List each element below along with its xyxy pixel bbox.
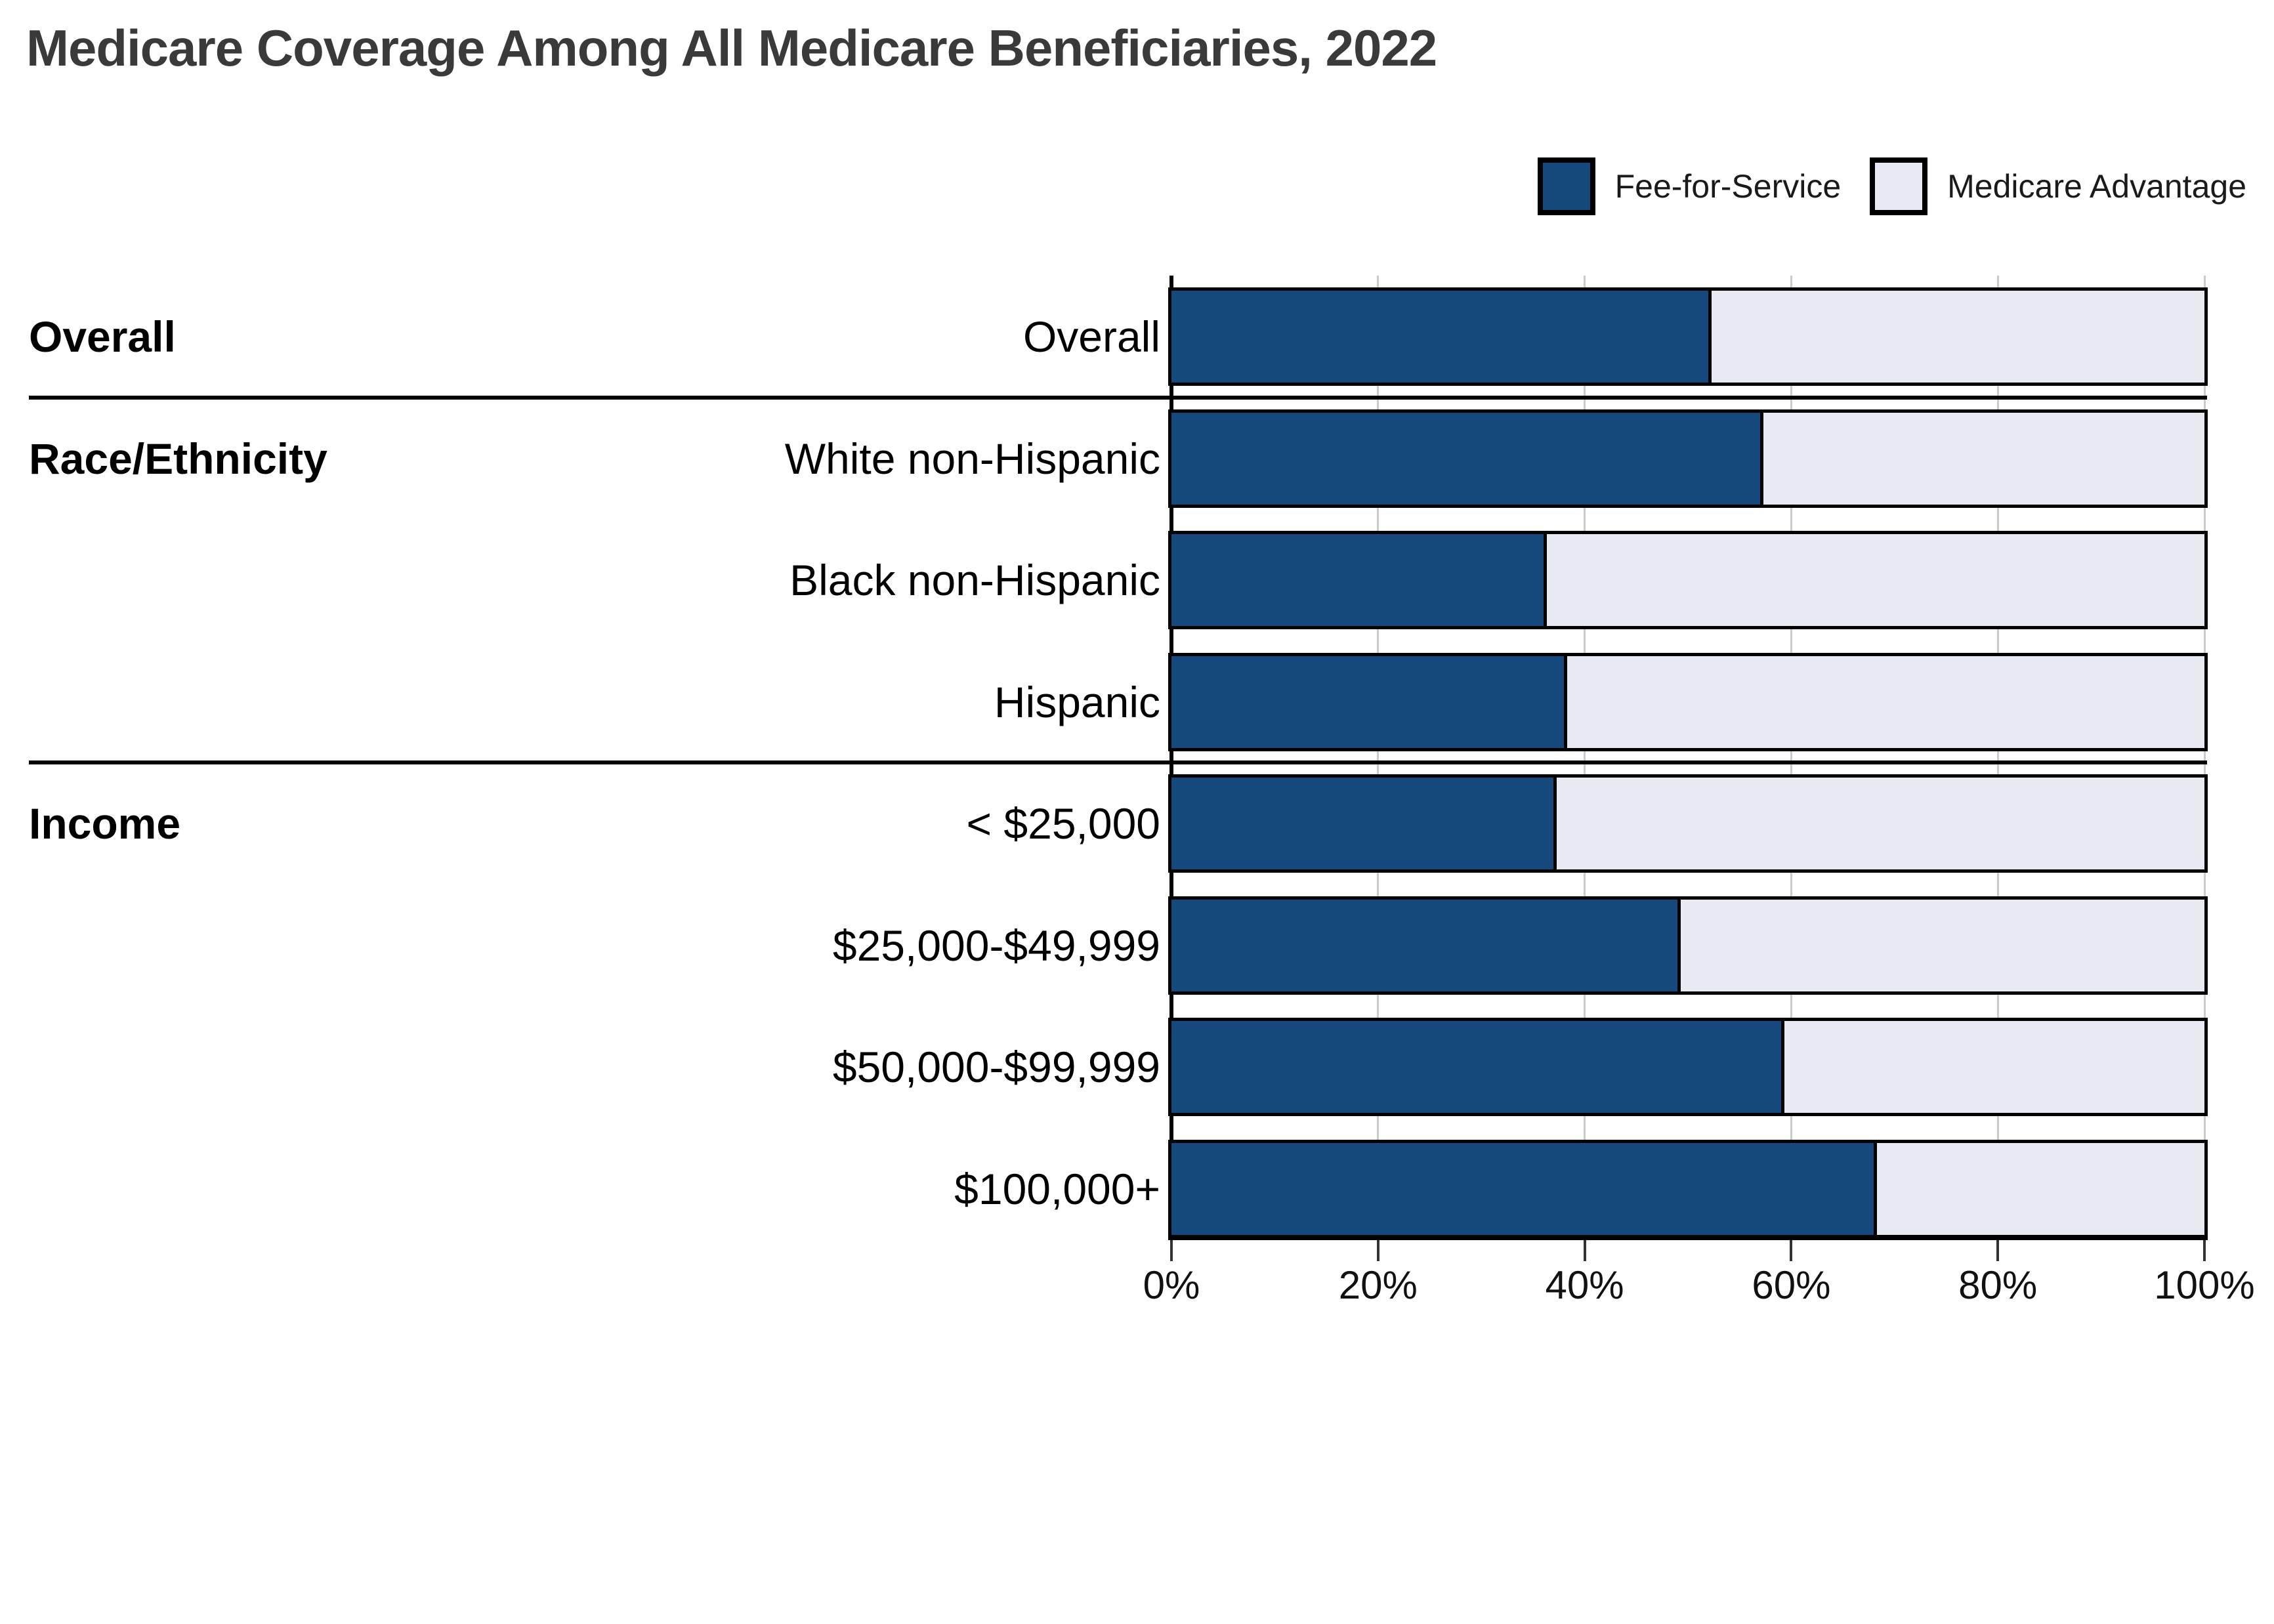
row-label: < $25,000 (966, 799, 1160, 848)
group-label: Income (29, 799, 181, 848)
group-divider-line (29, 760, 2207, 765)
row-label: Black non-Hispanic (790, 556, 1160, 604)
row-label: $25,000-$49,999 (832, 921, 1160, 970)
legend-item-medicare-advantage: Medicare Advantage (1870, 157, 2246, 215)
chart-title: Medicare Coverage Among All Medicare Ben… (26, 19, 1437, 77)
x-axis-tick-label: 0% (1143, 1263, 1200, 1307)
x-axis-tick-label: 20% (1338, 1263, 1418, 1307)
gridline (1584, 276, 1586, 1240)
x-axis-tick (1376, 1240, 1379, 1261)
fee-for-service-segment (1171, 291, 1712, 383)
fee-for-service-segment (1171, 412, 1764, 505)
x-axis-tick-label: 40% (1545, 1263, 1624, 1307)
x-axis-tick-label: 80% (1958, 1263, 2038, 1307)
legend-label: Fee-for-Service (1614, 168, 1842, 205)
gridline (1377, 276, 1379, 1240)
row-label: $100,000+ (954, 1164, 1160, 1213)
stacked-bar (1168, 774, 2208, 873)
medicare-advantage-segment (1681, 899, 2204, 991)
row-label: Overall (1022, 312, 1160, 361)
fee-for-service-segment (1171, 778, 1557, 869)
fee-for-service-segment (1171, 1142, 1878, 1235)
stacked-bar (1168, 287, 2208, 386)
x-axis-tick (2203, 1240, 2206, 1261)
stacked-bar (1168, 1139, 2208, 1238)
x-axis-tick (1996, 1240, 2000, 1261)
medicare-advantage-swatch-icon (1870, 157, 1928, 215)
medicare-advantage-segment (1784, 1021, 2204, 1113)
fee-for-service-swatch-icon (1537, 157, 1595, 215)
legend-item-fee-for-service: Fee-for-Service (1537, 157, 1842, 215)
medicare-advantage-segment (1546, 534, 2204, 626)
fee-for-service-segment (1171, 1021, 1784, 1113)
stacked-bar (1168, 896, 2208, 995)
row-label: Hispanic (994, 677, 1160, 726)
group-divider-line (29, 395, 2207, 400)
x-axis-tick (1170, 1240, 1173, 1261)
x-axis-tick-label: 60% (1752, 1263, 1831, 1307)
medicare-advantage-segment (1712, 291, 2204, 383)
group-label: Overall (29, 312, 176, 361)
y-axis-line (1169, 276, 1173, 1240)
medicare-advantage-segment (1877, 1142, 2204, 1235)
stacked-bar (1168, 409, 2208, 508)
stacked-bar (1168, 531, 2208, 629)
row-label: White non-Hispanic (784, 434, 1160, 483)
fee-for-service-segment (1171, 656, 1568, 748)
fee-for-service-segment (1171, 534, 1547, 626)
gridline (1790, 276, 1792, 1240)
gridline (1996, 276, 1999, 1240)
medicare-advantage-segment (1763, 412, 2204, 505)
fee-for-service-segment (1171, 899, 1681, 991)
legend-label: Medicare Advantage (1947, 168, 2246, 205)
group-label: Race/Ethnicity (29, 434, 327, 483)
row-label: $50,000-$99,999 (832, 1043, 1160, 1091)
stacked-bar (1168, 1018, 2208, 1116)
stacked-bar (1168, 652, 2208, 751)
x-axis-line (1168, 1237, 2208, 1240)
medicare-advantage-segment (1567, 656, 2204, 748)
legend: Fee-for-Service Medicare Advantage (1537, 157, 2246, 215)
medicare-advantage-segment (1557, 778, 2204, 869)
gridline (2203, 276, 2206, 1240)
x-axis-tick-label: 100% (2154, 1263, 2255, 1307)
x-axis-tick (1583, 1240, 1586, 1261)
x-axis-tick (1790, 1240, 1793, 1261)
